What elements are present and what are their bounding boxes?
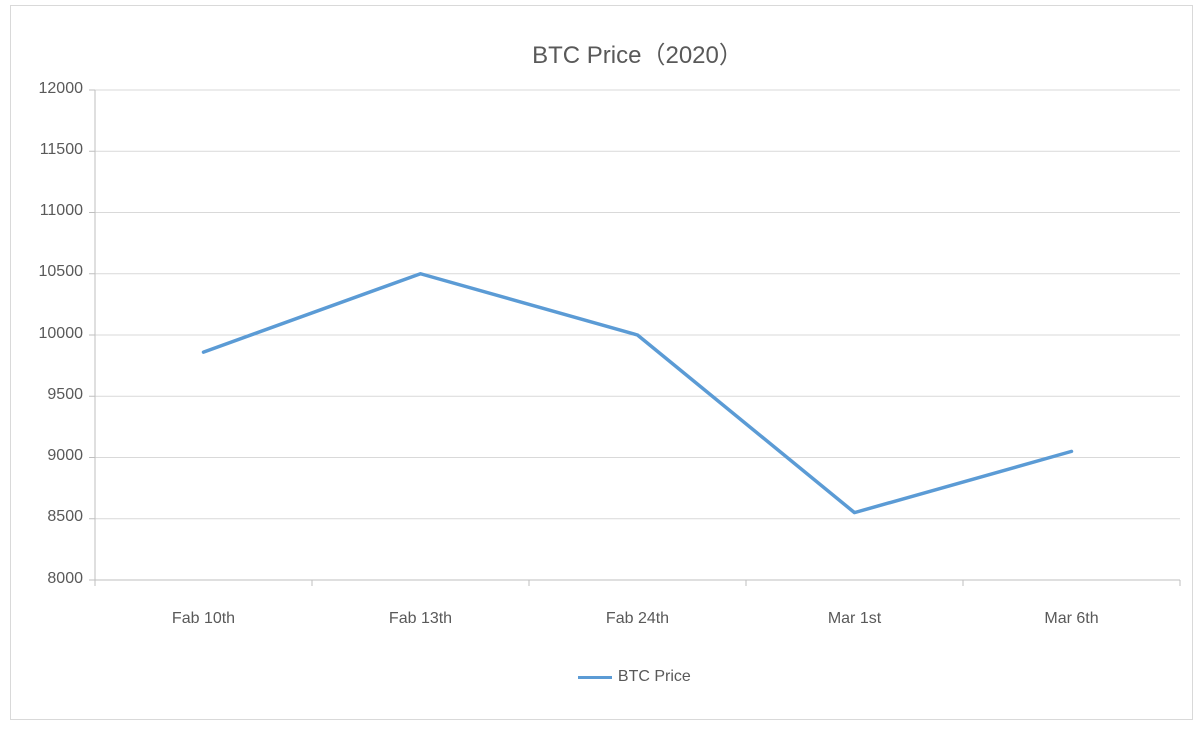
legend: BTC Price (578, 668, 691, 686)
y-axis-label: 11000 (40, 202, 83, 220)
legend-label: BTC Price (618, 668, 691, 686)
x-axis-label: Mar 1st (746, 610, 963, 628)
y-axis-label: 9500 (47, 386, 83, 404)
x-axis-label: Fab 24th (529, 610, 746, 628)
legend-swatch (578, 676, 612, 679)
y-axis-label: 12000 (39, 80, 84, 98)
y-axis-label: 10500 (39, 263, 84, 281)
x-axis-label: Fab 13th (312, 610, 529, 628)
y-axis-label: 11500 (40, 141, 83, 159)
x-axis-label: Fab 10th (95, 610, 312, 628)
y-axis-label: 8000 (47, 570, 83, 588)
y-axis-label: 10000 (39, 325, 84, 343)
y-axis-label: 9000 (47, 447, 83, 465)
x-axis-label: Mar 6th (963, 610, 1180, 628)
series-line-btc-price (204, 274, 1072, 513)
y-axis-label: 8500 (47, 508, 83, 526)
